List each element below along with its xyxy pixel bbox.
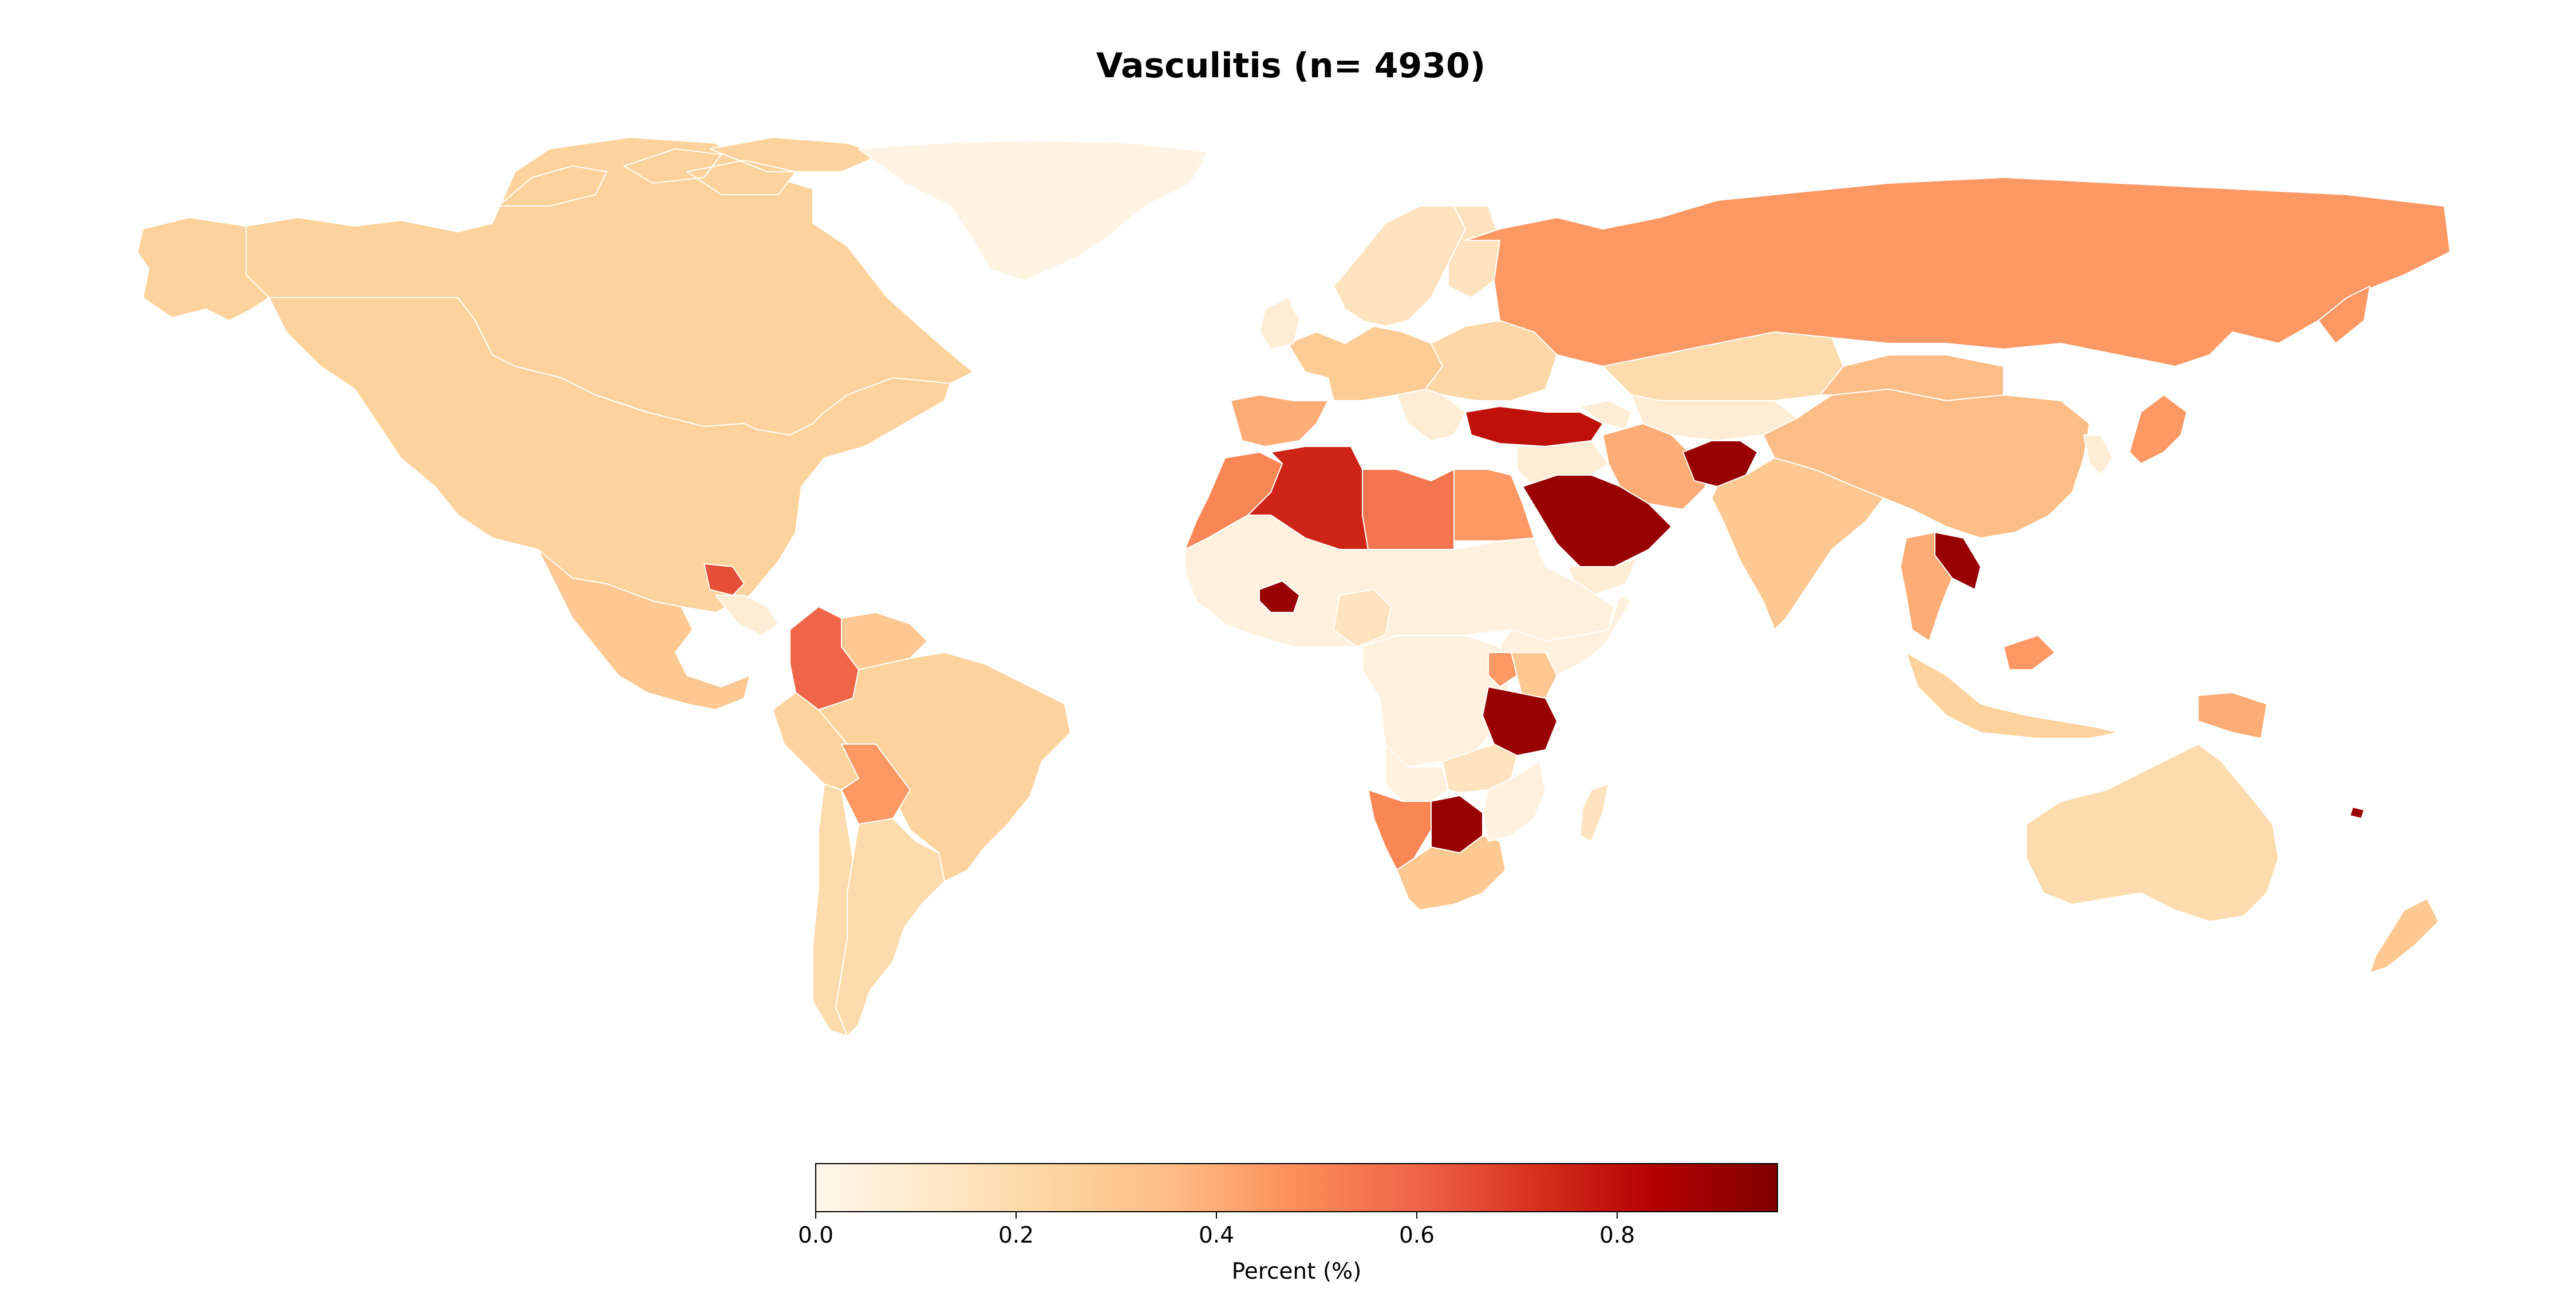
country-usa[interactable]: United States bbox=[268, 297, 951, 613]
country-east-africa-south[interactable]: East Africa bbox=[1482, 761, 1546, 842]
country-south-africa[interactable]: South Africa bbox=[1396, 835, 1506, 911]
country-chile[interactable]: Chile bbox=[812, 784, 854, 1037]
country-australia[interactable]: Australia bbox=[2026, 744, 2279, 922]
country-burkina-faso[interactable]: Burkina Faso bbox=[1259, 580, 1300, 613]
country-western-europe[interactable]: Western Europe bbox=[1287, 326, 1443, 401]
colorbar-tick-label: 0.4 bbox=[1199, 1223, 1234, 1248]
country-malaysia[interactable]: Malaysia bbox=[2003, 635, 2056, 670]
country-afghanistan[interactable]: Afghanistan bbox=[1682, 440, 1758, 487]
colorbar-label: Percent (%) bbox=[1232, 1259, 1362, 1284]
colorbar: 0.0 0.2 0.4 0.6 0.8 Percent (%) bbox=[798, 1163, 1778, 1284]
country-caucasus[interactable]: Caucasus bbox=[1579, 400, 1632, 430]
country-egypt[interactable]: Egypt bbox=[1453, 469, 1535, 541]
country-russia[interactable]: Russia bbox=[1465, 177, 2451, 367]
country-scandinavia[interactable]: Scandinavia bbox=[1333, 205, 1466, 327]
colorbar-ticks: 0.0 0.2 0.4 0.6 0.8 bbox=[798, 1212, 1635, 1248]
country-spain[interactable]: Spain bbox=[1230, 394, 1329, 447]
country-papua-new-guinea[interactable]: Papua New Guinea bbox=[2198, 692, 2267, 739]
country-indonesia[interactable]: Indonesia bbox=[1906, 652, 2119, 739]
country-saudi-arabia[interactable]: Saudi Arabia bbox=[1522, 474, 1672, 567]
colorbar-tick-label: 0.6 bbox=[1399, 1223, 1435, 1248]
country-thailand[interactable]: Thailand bbox=[1900, 532, 1953, 642]
country-nigeria[interactable]: Nigeria bbox=[1333, 589, 1392, 647]
country-central-america[interactable]: Central America bbox=[715, 595, 779, 636]
country-uk[interactable]: United Kingdom bbox=[1259, 297, 1300, 350]
country-canada-arctic-islands[interactable]: Canada bbox=[497, 137, 882, 207]
world-map: Canada Canada Alaska United States Green… bbox=[137, 137, 2451, 1037]
country-new-zealand[interactable]: New Zealand bbox=[2369, 898, 2439, 974]
country-libya[interactable]: Libya bbox=[1362, 469, 1455, 550]
country-central-africa[interactable]: Central Africa bbox=[1362, 635, 1512, 768]
country-angola[interactable]: Angola bbox=[1385, 744, 1449, 802]
colorbar-tick-label: 0.2 bbox=[998, 1223, 1034, 1248]
country-tanzania[interactable]: Tanzania bbox=[1482, 686, 1558, 756]
country-mexico[interactable]: Mexico bbox=[538, 549, 750, 710]
country-guatemala[interactable]: Guatemala bbox=[704, 563, 745, 596]
country-mongolia[interactable]: Mongolia bbox=[1820, 354, 2004, 401]
colorbar-tick-label: 0.0 bbox=[798, 1223, 833, 1248]
country-russia-kamchatka[interactable]: Russia bbox=[2318, 286, 2370, 344]
country-iran[interactable]: Iran bbox=[1602, 423, 1706, 510]
country-greenland[interactable]: Greenland bbox=[858, 140, 1208, 281]
country-turkey[interactable]: Turkey bbox=[1465, 406, 1603, 447]
colorbar-gradient-bar bbox=[815, 1163, 1778, 1212]
country-korea[interactable]: Korea bbox=[2083, 434, 2113, 476]
country-finland[interactable]: Finland bbox=[1448, 205, 1500, 298]
country-japan[interactable]: Japan bbox=[2129, 394, 2187, 464]
chart-title: Vasculitis (n= 4930) bbox=[1096, 46, 1485, 86]
country-uganda[interactable]: Uganda bbox=[1488, 652, 1518, 687]
country-eastern-europe[interactable]: Eastern Europe bbox=[1425, 320, 1558, 401]
country-alaska[interactable]: Alaska bbox=[137, 217, 270, 321]
colorbar-tick-label: 0.8 bbox=[1599, 1223, 1635, 1248]
country-fiji[interactable]: Fiji bbox=[2349, 806, 2365, 819]
country-madagascar[interactable]: Madagascar bbox=[1579, 784, 1609, 842]
country-balkans[interactable]: Balkans bbox=[1396, 389, 1466, 441]
